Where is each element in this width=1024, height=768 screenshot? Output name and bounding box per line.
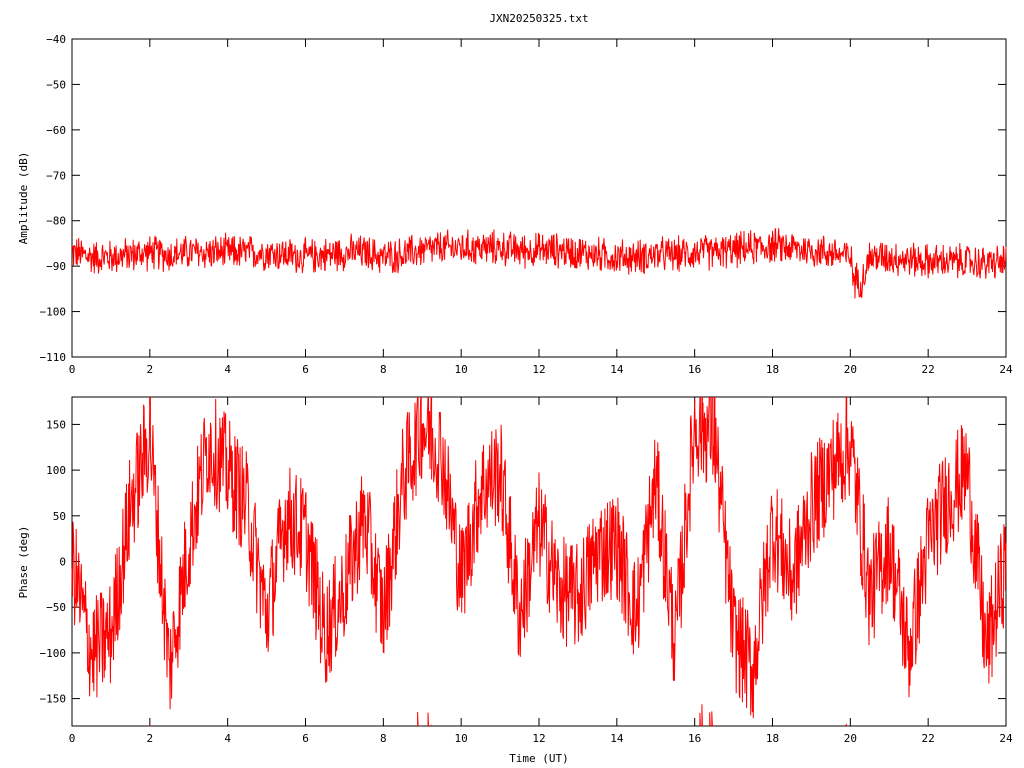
amplitude-y-tick-label: −100 — [40, 306, 67, 319]
phase-series-line — [431, 396, 701, 681]
phase-series-line — [701, 704, 703, 727]
phase-series-line — [417, 396, 422, 476]
amplitude-series-line — [71, 228, 1007, 299]
amplitude-x-tick-label: 24 — [999, 363, 1013, 376]
phase-y-ticks: 150 100 50 0 −50 −100 −150 — [40, 418, 1006, 706]
amplitude-x-tick-label: 22 — [922, 363, 935, 376]
phase-series-line — [149, 396, 419, 710]
phase-x-tick-label: 24 — [999, 732, 1013, 745]
amplitude-x-tick-label: 12 — [532, 363, 545, 376]
amplitude-x-tick-label: 6 — [302, 363, 309, 376]
phase-x-ticks: 0 2 4 6 8 10 12 14 16 18 20 22 24 — [69, 397, 1013, 745]
phase-x-tick-label: 18 — [766, 732, 779, 745]
phase-y-tick-label: −100 — [40, 647, 67, 660]
amplitude-y-tick-label: −60 — [46, 124, 66, 137]
amplitude-x-tick-label: 8 — [380, 363, 387, 376]
phase-x-tick-label: 12 — [532, 732, 545, 745]
phase-series-line — [712, 396, 715, 475]
phase-x-tick-label: 0 — [69, 732, 76, 745]
phase-series — [71, 396, 1007, 727]
phase-x-tick-label: 14 — [610, 732, 624, 745]
phase-series-line — [846, 397, 1007, 698]
amplitude-x-tick-label: 16 — [688, 363, 701, 376]
chart-title: JXN20250325.txt — [489, 12, 588, 25]
phase-series-line — [428, 396, 432, 470]
amplitude-y-tick-label: −80 — [46, 215, 66, 228]
phase-x-tick-label: 6 — [302, 732, 309, 745]
amplitude-y-tick-label: −110 — [40, 351, 67, 364]
phase-series-line — [714, 396, 847, 719]
x-axis-label: Time (UT) — [509, 752, 569, 765]
phase-series-line — [709, 712, 711, 727]
phase-x-tick-label: 16 — [688, 732, 701, 745]
phase-x-tick-label: 4 — [224, 732, 231, 745]
amplitude-x-tick-label: 10 — [455, 363, 468, 376]
amplitude-panel: −40−50−60−70−80−90−100−110 0 2 4 6 8 10 12 14 16… — [17, 33, 1013, 376]
amplitude-y-tick-label: −40 — [46, 33, 66, 46]
phase-y-tick-label: −150 — [40, 693, 67, 706]
phase-y-axis-label: Phase (deg) — [17, 526, 30, 599]
phase-series-line — [701, 396, 711, 483]
phase-series-line — [430, 724, 433, 727]
amplitude-x-tick-label: 2 — [147, 363, 154, 376]
phase-series-line — [417, 711, 419, 727]
phase-series-line — [71, 396, 151, 698]
phase-series-line — [699, 396, 703, 471]
amplitude-series — [71, 228, 1007, 299]
amplitude-y-axis-label: Amplitude (dB) — [17, 152, 30, 245]
phase-x-tick-label: 20 — [844, 732, 857, 745]
amplitude-y-ticks: −40 −50 −60 −70 −80 −90 −100 −110 — [40, 33, 1006, 364]
phase-series-line — [711, 711, 714, 727]
amplitude-x-tick-label: 14 — [610, 363, 624, 376]
phase-y-tick-label: 0 — [59, 556, 66, 569]
phase-series-line — [149, 723, 151, 727]
amplitude-y-tick-label: −50 — [46, 78, 66, 91]
phase-x-tick-label: 22 — [922, 732, 935, 745]
phase-y-tick-label: 100 — [46, 464, 66, 477]
amplitude-x-tick-label: 18 — [766, 363, 779, 376]
amplitude-x-tick-label: 4 — [224, 363, 231, 376]
phase-y-tick-label: 150 — [46, 418, 66, 431]
phase-series-line — [427, 712, 429, 727]
phase-series-line — [709, 396, 713, 460]
phase-series-line — [845, 723, 848, 727]
phase-x-tick-label: 10 — [455, 732, 468, 745]
amplitude-x-tick-label: 0 — [69, 363, 76, 376]
phase-x-tick-label: 8 — [380, 732, 387, 745]
phase-x-tick-label: 2 — [147, 732, 154, 745]
amplitude-y-tick-label: −90 — [46, 260, 66, 273]
phase-y-tick-label: −50 — [46, 601, 66, 614]
phase-series-line — [699, 712, 701, 727]
amplitude-x-ticks: 0 2 4 6 8 10 12 14 16 18 20 22 24 — [69, 39, 1013, 376]
phase-series-line — [420, 396, 429, 479]
phase-y-tick-label: 50 — [53, 510, 66, 523]
amplitude-y-tick-label: −70 — [46, 169, 66, 182]
amplitude-x-tick-label: 20 — [844, 363, 857, 376]
